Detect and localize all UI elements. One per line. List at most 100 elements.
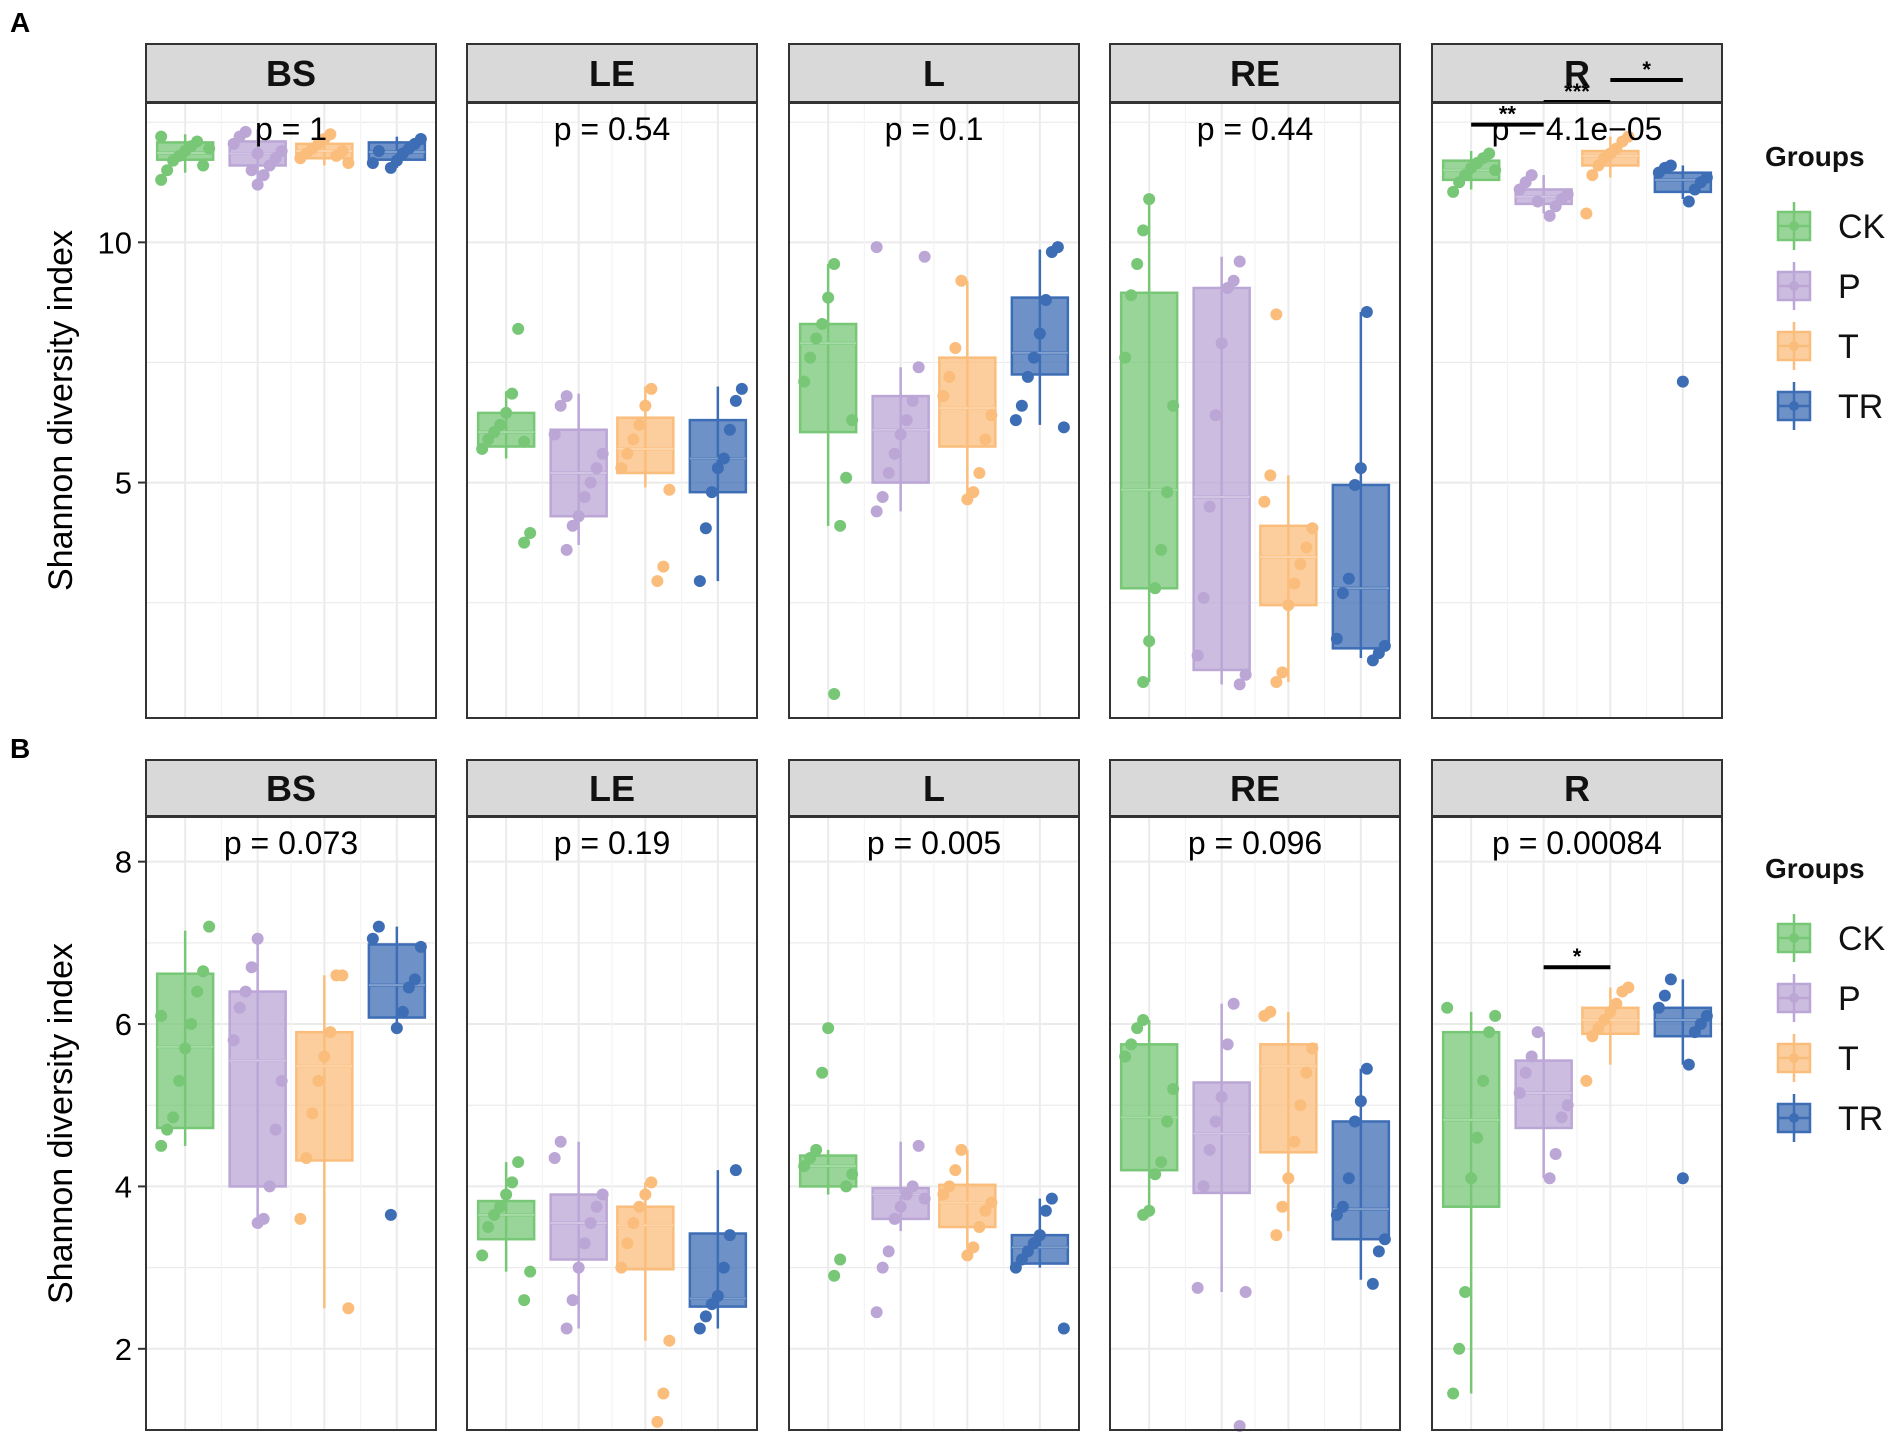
y-tick-label: 2 [115,1332,132,1367]
data-point [294,1212,307,1225]
box-iqr [1331,483,1391,650]
data-point [1549,1147,1562,1160]
data-point [918,250,931,263]
data-point [324,1026,337,1039]
p-value-label: p = 0.44 [1197,111,1314,147]
data-point [318,1050,331,1063]
data-point [723,1229,736,1242]
legend-label: T [1838,1040,1859,1078]
data-point [1682,1058,1695,1071]
data-point [185,1018,198,1031]
box-iqr [1259,1043,1318,1154]
box-TR [1652,159,1713,388]
facet-strip-label: RE [1230,53,1280,94]
data-point [870,241,883,254]
data-point [979,433,992,446]
data-point [828,687,841,700]
data-point [711,1290,724,1303]
data-point [639,399,652,412]
facet-R: R * p = 0.00084 [1431,759,1723,1431]
data-point [1215,337,1228,350]
data-point [312,1074,325,1087]
data-point [1676,1172,1689,1185]
data-point [900,414,913,427]
data-point [1119,351,1132,364]
data-point [1378,1233,1391,1246]
data-point [985,409,998,422]
box-T [1258,1005,1319,1242]
box-iqr [228,990,287,1188]
box-iqr [1331,1120,1391,1241]
data-point [239,125,252,138]
data-point [639,1188,652,1201]
legend-entry-CK: CK [1776,914,1886,962]
p-value-label: p = 0.073 [224,825,358,861]
box-P [1513,169,1574,222]
legend-point [1789,341,1799,351]
significance-label: * [1642,57,1651,82]
data-point [257,169,270,182]
data-point [1465,1172,1478,1185]
data-point [1203,1143,1216,1156]
legend-label: P [1838,980,1861,1018]
data-point [578,490,591,503]
data-point [882,466,895,479]
facet-strip [788,43,1080,103]
data-point [1131,257,1144,270]
data-point [191,135,204,148]
legend-point [1789,1113,1799,1123]
data-point [1149,582,1162,595]
data-point [566,1294,579,1307]
data-point [179,1042,192,1055]
p-value-label: p = 0.005 [867,825,1001,861]
legend-point [1789,933,1799,943]
y-tick-label: 8 [115,845,132,880]
legend-entry-T: T [1776,1034,1859,1082]
facet-strip-label: LE [589,53,635,94]
data-point [1258,495,1271,508]
data-point [1021,370,1034,383]
data-point [366,932,379,945]
data-point [840,1180,853,1193]
data-point [518,1294,531,1307]
box-T [1580,981,1640,1087]
legend-entry-P: P [1776,262,1861,310]
data-point [1447,1387,1460,1400]
data-point [1330,632,1343,645]
data-point [912,361,925,374]
data-point [269,1123,282,1136]
data-point [263,1180,276,1193]
data-point [366,157,379,170]
data-point [1227,997,1240,1010]
data-point [1342,1172,1355,1185]
data-point [203,142,216,155]
data-point [846,1168,859,1181]
data-point [1360,1062,1373,1075]
data-point [657,1387,670,1400]
p-value-label: p = 0.096 [1188,825,1322,861]
data-point [810,1143,823,1156]
facet-border [1431,816,1723,1431]
data-point [1149,1168,1162,1181]
data-point [663,1334,676,1347]
data-point [372,145,385,158]
data-point [578,1237,591,1250]
data-point [717,452,730,465]
data-point [633,1200,646,1213]
data-point [1125,1038,1138,1051]
facet-strip [466,43,758,103]
data-point [1366,1277,1379,1290]
box-CK [798,257,859,700]
y-tick-label: 5 [115,466,132,501]
data-point [566,519,579,532]
data-point [828,257,841,270]
facet-strip-label: LE [589,768,635,809]
data-point [1033,1229,1046,1242]
legend-entry-TR: TR [1776,382,1883,430]
data-point [390,1022,403,1035]
data-point [973,1221,986,1234]
facet-L: Lp = 0.1 [788,43,1080,719]
data-point [1525,169,1538,182]
data-point [167,1111,180,1124]
data-point [1354,462,1367,475]
